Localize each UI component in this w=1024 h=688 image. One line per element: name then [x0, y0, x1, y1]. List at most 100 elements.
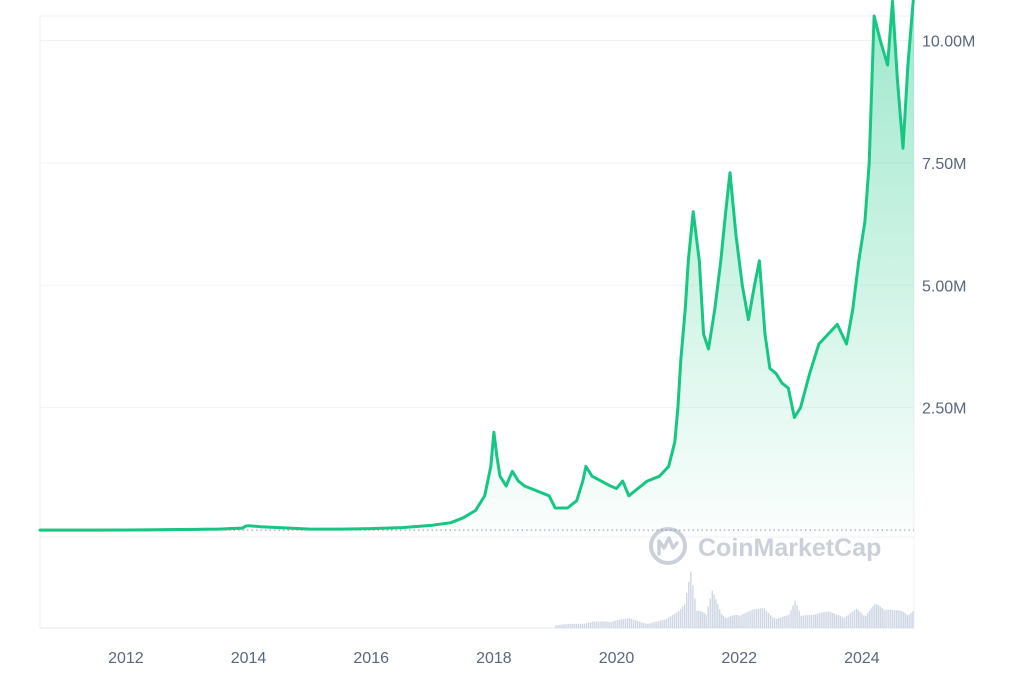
- volume-bar: [614, 620, 616, 628]
- volume-bar: [737, 615, 739, 628]
- volume-bar: [759, 608, 762, 628]
- volume-bar: [899, 610, 901, 628]
- volume-bar: [810, 614, 813, 628]
- volume-bar: [782, 616, 784, 628]
- volume-bar: [778, 618, 780, 628]
- y-tick-label: 2.50M: [922, 401, 966, 418]
- volume-bar: [847, 614, 849, 628]
- volume-bar: [870, 608, 872, 628]
- volume-bar: [822, 612, 824, 628]
- volume-bar: [887, 609, 889, 628]
- volume-bar: [849, 613, 851, 628]
- volume-bar: [641, 622, 643, 628]
- volume-bar: [639, 621, 641, 628]
- volume-bar: [739, 615, 741, 628]
- volume-bar: [663, 619, 665, 628]
- volume-bar: [724, 617, 726, 628]
- volume-bar: [612, 621, 614, 628]
- volume-bar: [872, 606, 874, 628]
- volume-bar: [885, 609, 887, 628]
- volume-bar: [690, 571, 692, 628]
- volume-bar: [692, 585, 694, 628]
- volume-bar: [703, 613, 706, 628]
- volume-bar: [851, 611, 854, 628]
- x-tick-label: 2024: [844, 650, 880, 667]
- x-tick-label: 2016: [353, 650, 389, 667]
- volume-bar: [818, 613, 820, 628]
- price-line: [38, 0, 915, 532]
- volume-bar: [814, 614, 817, 628]
- volume-bar: [879, 606, 882, 628]
- volume-bar: [610, 621, 612, 628]
- volume-bar: [565, 624, 567, 628]
- volume-bar: [753, 609, 755, 628]
- volume-bar: [826, 611, 828, 628]
- volume-bar: [828, 611, 830, 628]
- volume-bar: [715, 599, 717, 628]
- volume-bar: [559, 624, 561, 628]
- volume-bar: [816, 613, 819, 628]
- volume-bar: [632, 619, 635, 628]
- volume-bar: [861, 613, 863, 628]
- volume-bar: [681, 606, 684, 628]
- volume-bar: [761, 608, 764, 628]
- volume-bar: [713, 594, 715, 628]
- volume-bar: [877, 605, 880, 628]
- volume-bar: [866, 613, 869, 628]
- volume-bar: [651, 622, 653, 628]
- volume-bar: [881, 607, 883, 628]
- y-tick-label: 7.50M: [922, 156, 966, 173]
- x-axis-ticks: 2012 2014 2016 2018 2020 2022 2024: [108, 650, 880, 667]
- x-tick-label: 2012: [108, 650, 144, 667]
- volume-bar: [875, 604, 878, 628]
- volume-bar: [820, 612, 822, 628]
- volume-bar: [592, 621, 594, 628]
- volume-bar: [698, 610, 700, 628]
- volume-bar: [841, 616, 843, 628]
- volume-bar: [812, 614, 815, 628]
- volume-bar: [808, 615, 811, 628]
- volume-bar: [733, 615, 736, 628]
- volume-bar: [555, 625, 557, 628]
- volume-bar: [573, 623, 575, 628]
- volume-bar: [661, 620, 663, 628]
- volume-bar: [575, 623, 578, 628]
- volume-bar: [788, 614, 790, 628]
- volume-bar: [711, 590, 713, 628]
- volume-bar: [730, 616, 732, 628]
- volume-bar: [583, 623, 586, 628]
- volume-bar: [863, 615, 865, 628]
- volume-bar: [677, 611, 680, 628]
- volume-bar: [657, 621, 659, 628]
- volume-bar: [906, 614, 909, 628]
- volume-bar: [645, 623, 647, 628]
- volume-bar: [581, 623, 584, 628]
- volume-bar: [786, 615, 788, 628]
- volume-bar: [655, 621, 657, 628]
- volume-bar: [604, 621, 606, 628]
- volume-bar: [902, 611, 905, 628]
- volume-bar: [893, 610, 895, 628]
- volume-bar: [891, 609, 893, 628]
- watermark: CoinMarketCap: [649, 527, 881, 565]
- volume-bar: [763, 608, 766, 628]
- volume-bar: [796, 605, 798, 628]
- volume-bar: [790, 610, 792, 628]
- volume-bar: [897, 610, 899, 628]
- volume-bar: [859, 611, 861, 628]
- volume-bar: [731, 615, 734, 628]
- volume-bar: [792, 605, 794, 628]
- volume-bar: [800, 615, 802, 628]
- volume-bar: [659, 620, 661, 628]
- volume-bar: [806, 615, 809, 628]
- volume-bar: [874, 604, 876, 628]
- volume-bar: [665, 619, 667, 628]
- volume-bar: [908, 614, 910, 628]
- volume-bar: [589, 622, 592, 628]
- volume-bar: [679, 608, 682, 628]
- volume-bar: [688, 581, 690, 628]
- volume-bar: [571, 623, 573, 628]
- volume-bar: [598, 621, 600, 628]
- volume-bar: [717, 604, 719, 628]
- volume-bar: [728, 616, 730, 628]
